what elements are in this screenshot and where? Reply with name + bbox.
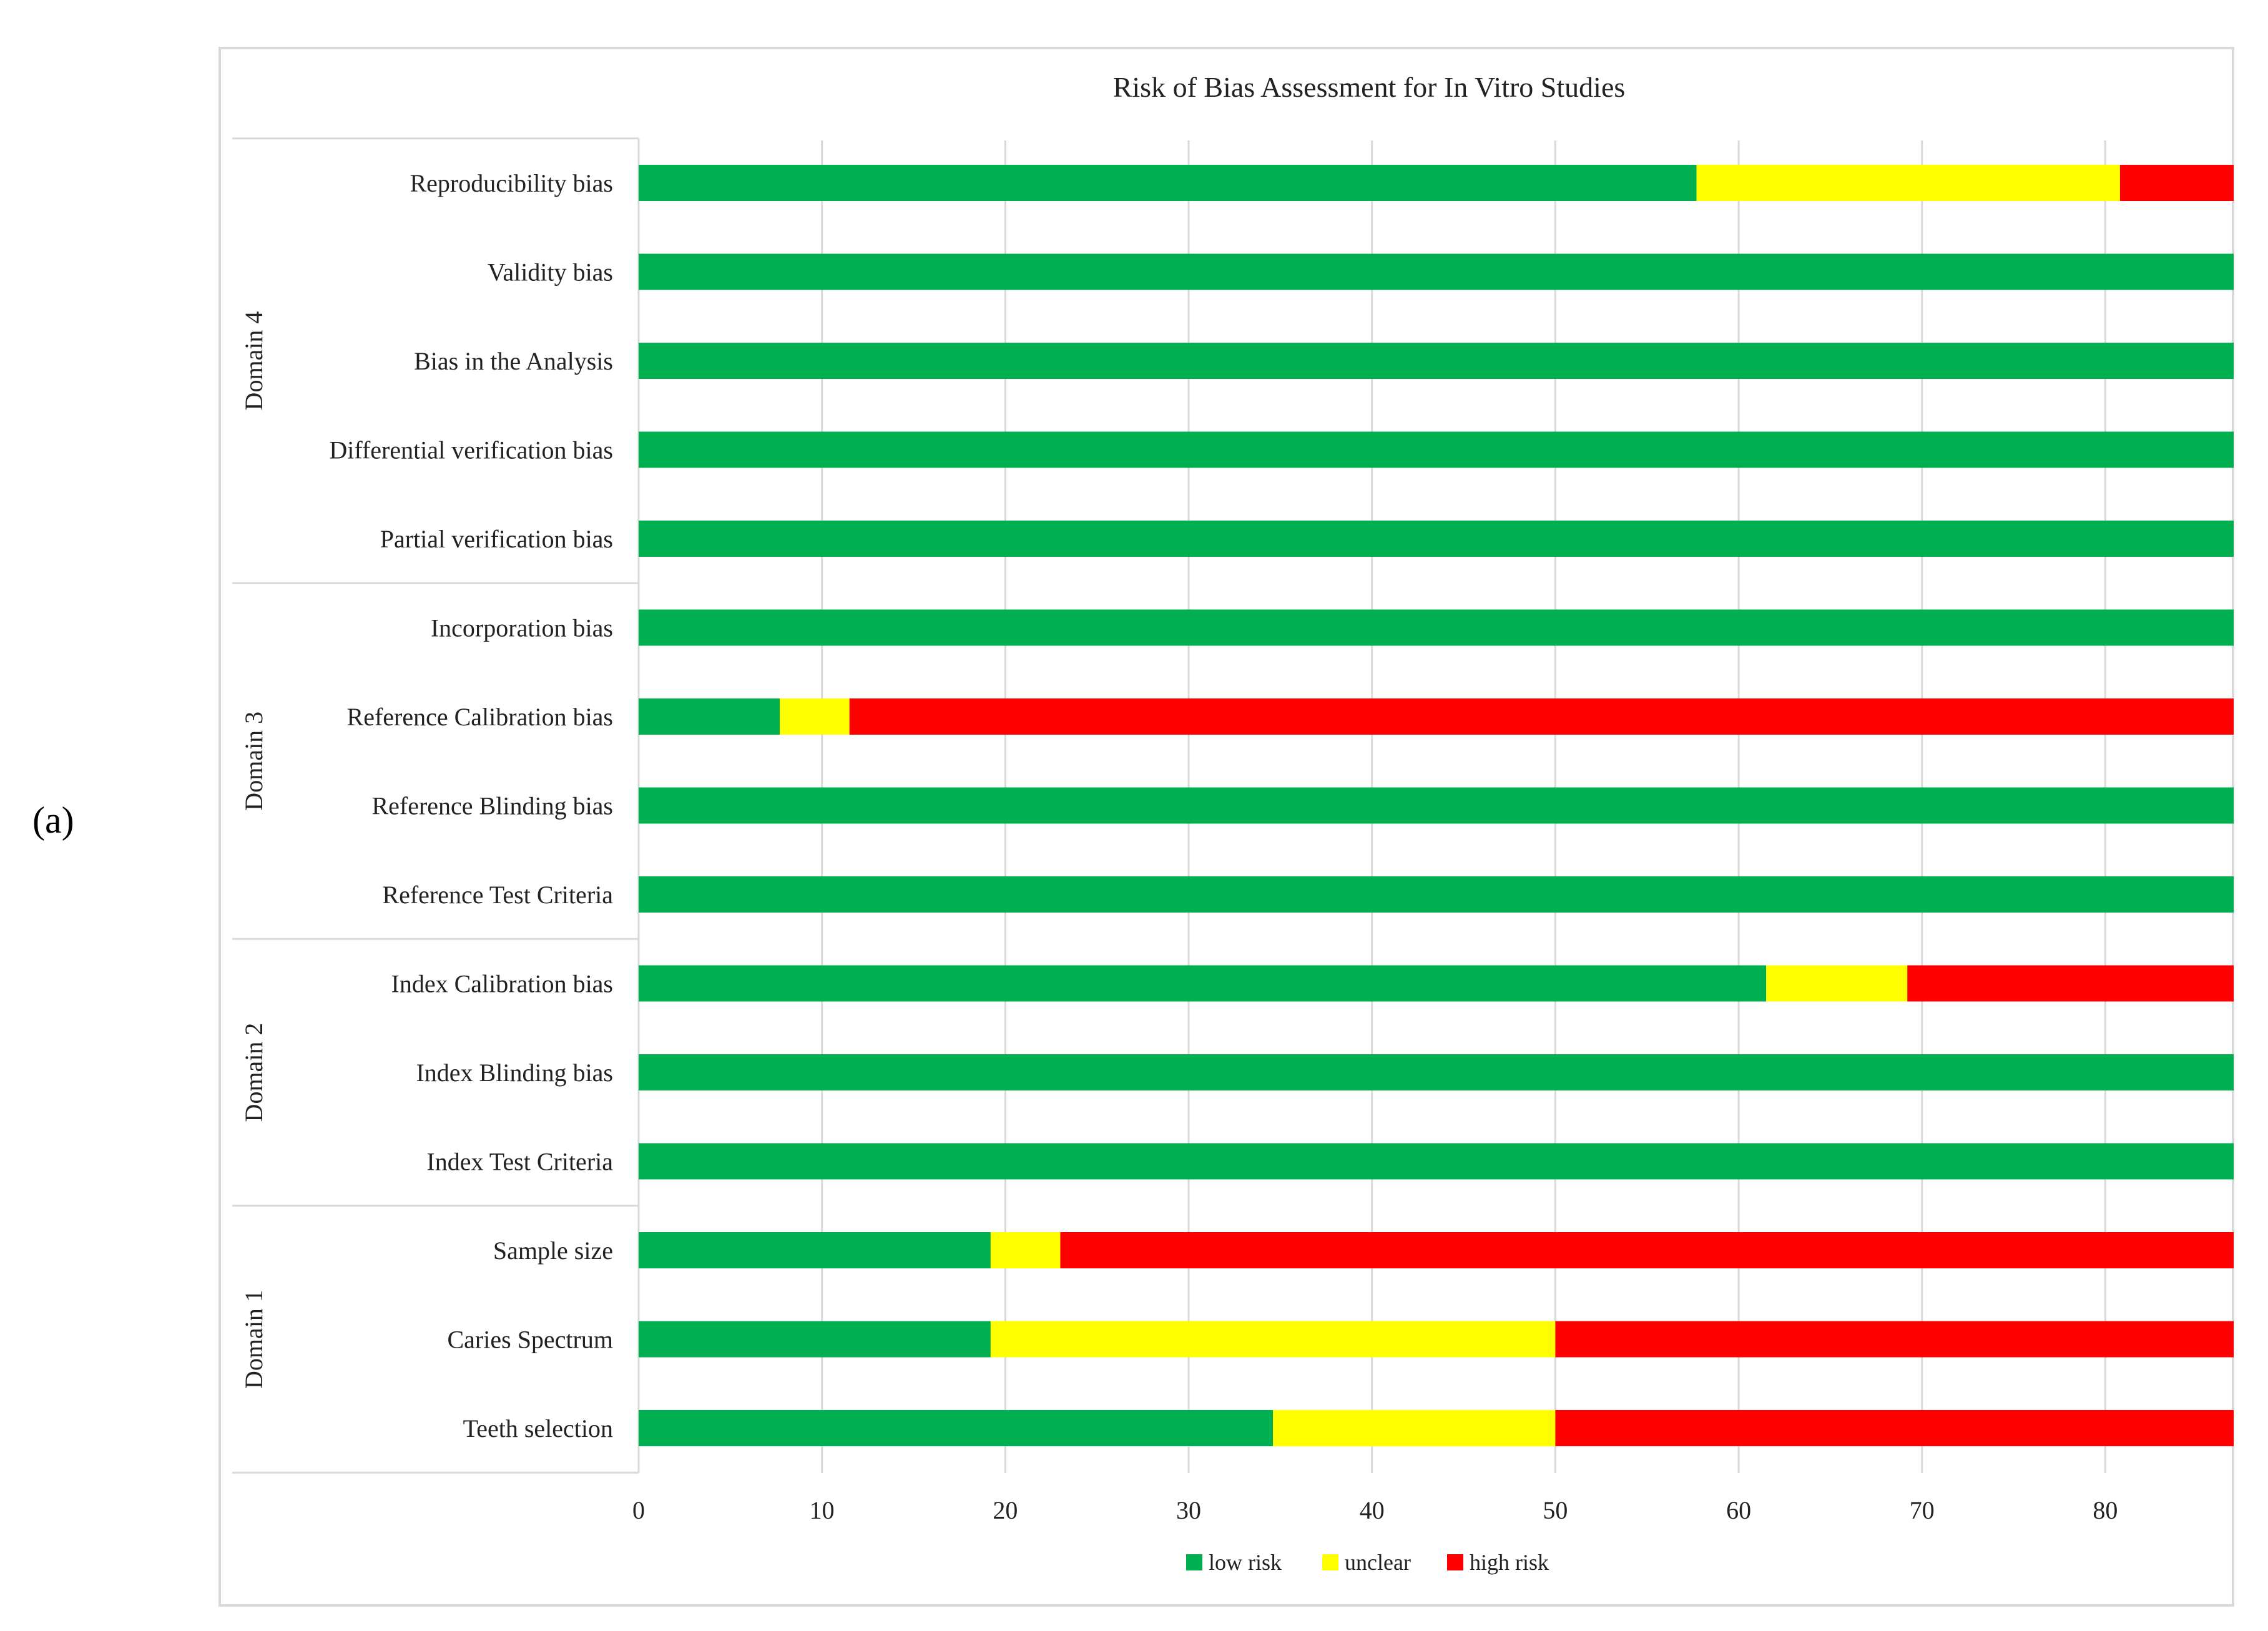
legend: low risk unclear high risk	[1186, 1550, 1549, 1575]
category-label-reference-blinding-bias: Reference Blinding bias	[371, 792, 613, 820]
legend-item-high-risk: high risk	[1447, 1550, 1549, 1575]
bars	[639, 165, 2234, 1446]
category-label-sample-size: Sample size	[493, 1237, 613, 1265]
x-tick-label-80: 80	[2093, 1496, 2118, 1524]
x-tick-label-50: 50	[1543, 1496, 1568, 1524]
bar-sample-size-low-risk	[639, 1232, 991, 1268]
bar-teeth-selection-low-risk	[639, 1410, 1274, 1446]
bar-validity-bias-low-risk	[639, 253, 2234, 290]
bar-index-calibration-bias-low-risk	[639, 965, 1767, 1002]
category-label-bias-in-the-analysis: Bias in the Analysis	[414, 347, 613, 375]
bar-incorporation-bias-low-risk	[639, 609, 2234, 646]
legend-swatch-low-risk	[1186, 1554, 1202, 1570]
bar-index-blinding-bias-low-risk	[639, 1054, 2234, 1090]
bar-index-calibration-bias-high-risk	[1907, 965, 2234, 1002]
category-label-index-blinding-bias: Index Blinding bias	[416, 1059, 613, 1087]
x-tick-label-70: 70	[1910, 1496, 1935, 1524]
legend-label-low-risk: low risk	[1209, 1550, 1282, 1575]
bar-teeth-selection-high-risk	[1555, 1410, 2234, 1446]
category-label-differential-verification-bias: Differential verification bias	[329, 436, 613, 464]
legend-item-low-risk: low risk	[1186, 1550, 1282, 1575]
chart-title: Risk of Bias Assessment for In Vitro Stu…	[1113, 71, 1626, 103]
legend-item-unclear: unclear	[1322, 1550, 1411, 1575]
panel-label: (a)	[32, 800, 74, 841]
x-tick-label-0: 0	[632, 1496, 645, 1524]
x-tick-label-10: 10	[810, 1496, 835, 1524]
bar-sample-size-high-risk	[1060, 1232, 2234, 1268]
category-label-caries-spectrum: Caries Spectrum	[448, 1326, 614, 1354]
group-label-domain-1: Domain 1	[240, 1290, 268, 1389]
legend-label-unclear: unclear	[1345, 1550, 1411, 1575]
x-tick-label-60: 60	[1726, 1496, 1751, 1524]
legend-label-high-risk: high risk	[1470, 1550, 1549, 1575]
bar-caries-spectrum-unclear	[990, 1321, 1556, 1358]
category-labels: Reproducibility bias Validity bias Bias in…	[329, 169, 613, 1442]
group-label-domain-4: Domain 4	[240, 311, 268, 411]
bar-bias-in-the-analysis-low-risk	[639, 343, 2234, 379]
category-label-partial-verification-bias: Partial verification bias	[380, 525, 613, 553]
bar-sample-size-unclear	[990, 1232, 1061, 1268]
category-label-reference-calibration-bias: Reference Calibration bias	[347, 703, 613, 731]
bar-index-test-criteria-low-risk	[639, 1143, 2234, 1180]
x-tick-label-20: 20	[993, 1496, 1018, 1524]
bar-reference-blinding-bias-low-risk	[639, 787, 2234, 824]
group-label-domain-3: Domain 3	[240, 712, 268, 811]
category-label-reference-test-criteria: Reference Test Criteria	[382, 881, 613, 909]
category-label-reproducibility-bias: Reproducibility bias	[410, 169, 613, 197]
bar-reference-calibration-bias-low-risk	[639, 698, 780, 735]
bar-reproducibility-bias-high-risk	[2119, 165, 2234, 201]
bar-reproducibility-bias-unclear	[1696, 165, 2120, 201]
x-axis-ticks: 0 10 20 30 40 50 60 70 80	[632, 1496, 2118, 1524]
bar-teeth-selection-unclear	[1273, 1410, 1556, 1446]
legend-swatch-high-risk	[1447, 1554, 1463, 1570]
bar-index-calibration-bias-unclear	[1766, 965, 1908, 1002]
legend-swatch-unclear	[1322, 1554, 1338, 1570]
bar-caries-spectrum-high-risk	[1555, 1321, 2234, 1358]
category-label-index-calibration-bias: Index Calibration bias	[391, 970, 613, 998]
category-label-teeth-selection: Teeth selection	[463, 1414, 613, 1442]
bar-reference-test-criteria-low-risk	[639, 876, 2234, 913]
x-tick-label-30: 30	[1176, 1496, 1201, 1524]
bar-reference-calibration-bias-unclear	[780, 698, 850, 735]
bar-partial-verification-bias-low-risk	[639, 521, 2234, 557]
bar-differential-verification-bias-low-risk	[639, 431, 2234, 468]
bar-reference-calibration-bias-high-risk	[849, 698, 2234, 735]
bar-caries-spectrum-low-risk	[639, 1321, 991, 1358]
group-label-domain-2: Domain 2	[240, 1023, 268, 1122]
bar-reproducibility-bias-low-risk	[639, 165, 1697, 201]
category-label-index-test-criteria: Index Test Criteria	[426, 1148, 613, 1176]
x-tick-label-40: 40	[1360, 1496, 1385, 1524]
category-label-validity-bias: Validity bias	[488, 258, 613, 287]
category-label-incorporation-bias: Incorporation bias	[431, 614, 613, 642]
